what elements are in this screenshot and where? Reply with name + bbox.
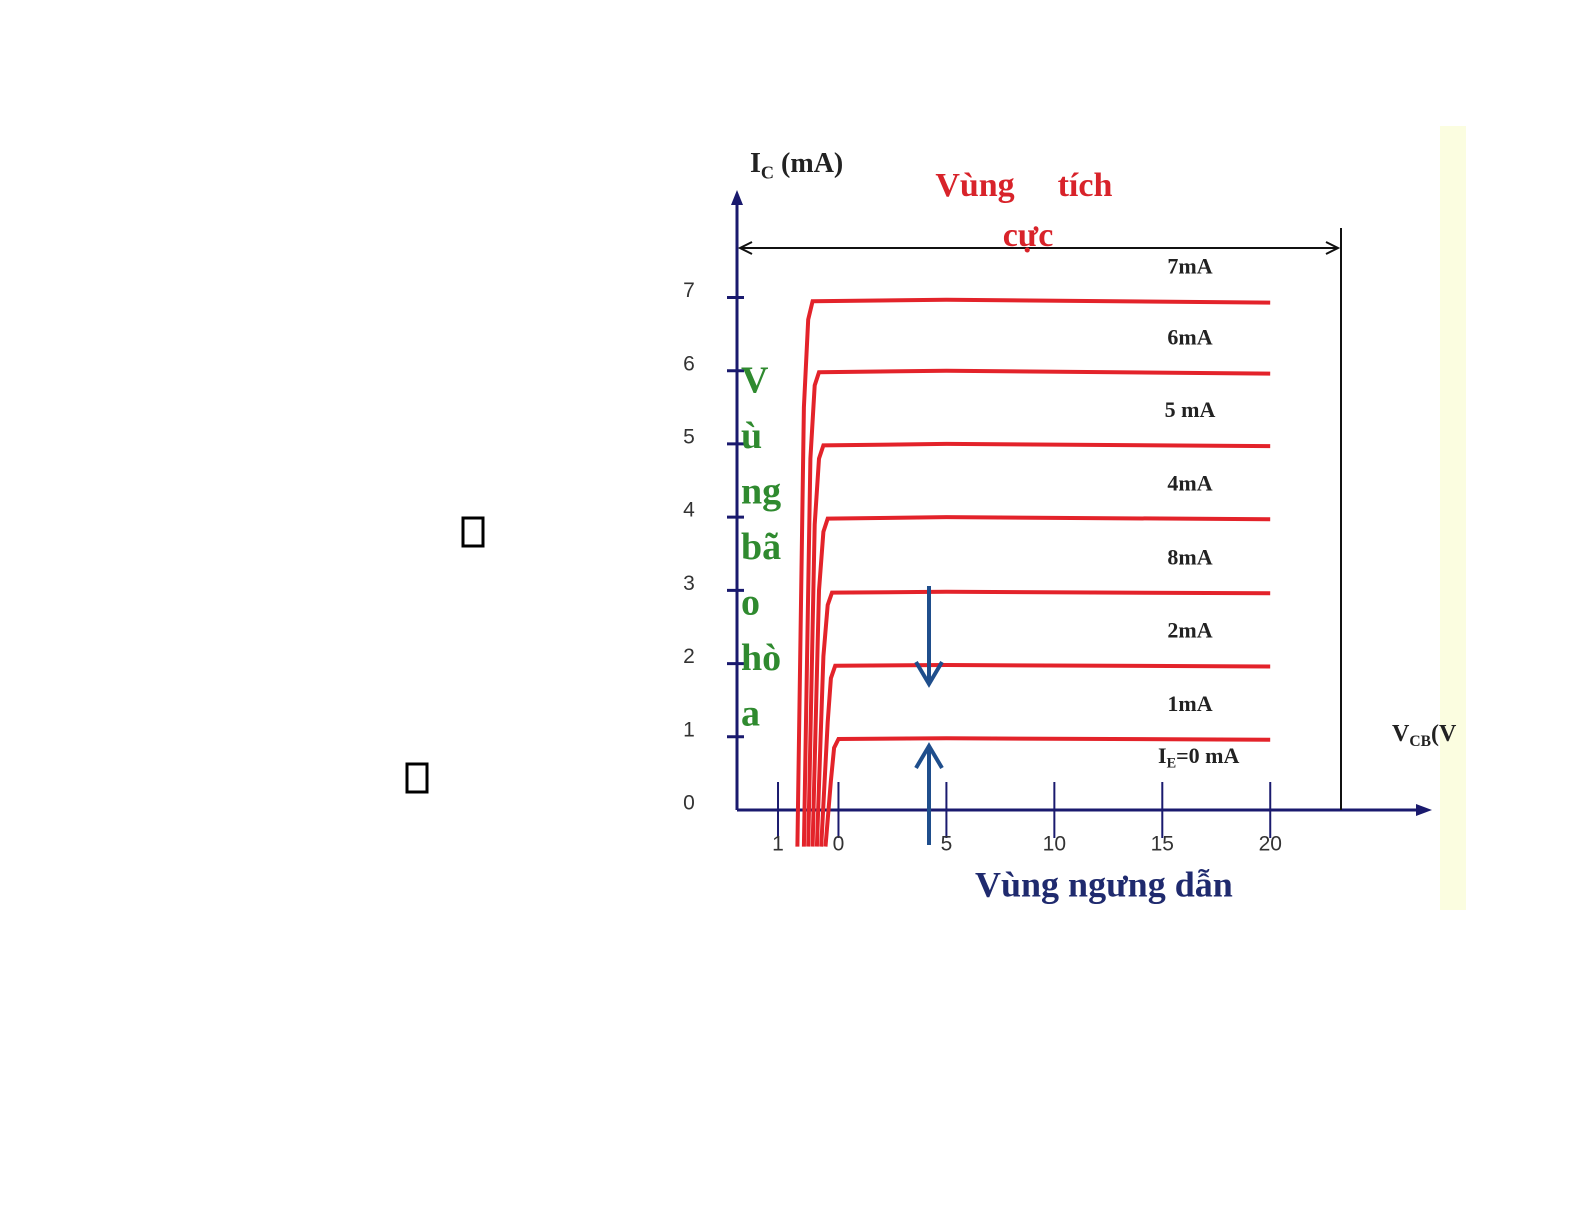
y-tick-label: 2 — [683, 645, 695, 668]
x-tick-label: 5 — [941, 833, 953, 856]
cutoff-label: Vùng ngưng dẫn — [975, 864, 1233, 904]
x-tick-label: 10 — [1043, 833, 1066, 856]
x-axis-label: VCB(V — [1392, 721, 1457, 750]
arrow-head — [1325, 241, 1341, 255]
curve — [810, 515, 1271, 847]
x-axis-arrow — [1416, 804, 1432, 816]
zero-curve-label: IE=0 mA — [1158, 743, 1239, 772]
x-tick-label: 1 — [772, 833, 784, 856]
arrows — [914, 586, 944, 845]
zero-curve-label-part: I — [1158, 743, 1167, 768]
x-tick-label: 15 — [1151, 833, 1174, 856]
y-tick-label: 7 — [683, 279, 695, 302]
curve-label: 2mA — [1167, 618, 1212, 643]
bullet-box — [405, 762, 429, 794]
saturation-letter: a — [741, 693, 760, 735]
zero-curve-label-part: =0 mA — [1176, 743, 1239, 768]
saturation-letter: V — [741, 360, 769, 402]
saturation-letter: ng — [741, 471, 781, 513]
y-tick-label: 6 — [683, 352, 695, 375]
curve — [801, 368, 1271, 847]
arrow-head — [737, 241, 753, 255]
region-label: Vùng — [935, 167, 1014, 204]
curve — [814, 589, 1271, 847]
region-label: tích — [1058, 167, 1113, 204]
y-tick-label: 0 — [683, 792, 695, 815]
curve-label: 5 mA — [1165, 397, 1216, 422]
x-tick-label: 20 — [1259, 833, 1282, 856]
saturation-letter: o — [741, 582, 760, 624]
y-axis-arrow — [731, 190, 743, 205]
y-axis-label-part: (mA) — [774, 148, 843, 179]
curve-label: 8mA — [1167, 544, 1212, 569]
zero-curve-label-part: E — [1167, 756, 1177, 772]
y-axis-label-part: I — [750, 148, 761, 179]
x-tick-label: 0 — [833, 833, 845, 856]
y-tick-label: 1 — [683, 718, 695, 741]
saturation-letter: hò — [741, 637, 781, 679]
x-axis-label-part: (V — [1431, 721, 1457, 747]
curve — [795, 297, 1271, 847]
bullet-box — [461, 516, 485, 548]
curve-label: 7mA — [1167, 254, 1212, 279]
x-axis-label-part: V — [1392, 721, 1410, 747]
y-tick-label: 3 — [683, 572, 695, 595]
x-axis-label-part: CB — [1409, 733, 1431, 750]
y-tick-label: 4 — [683, 499, 695, 522]
side-strip — [1440, 126, 1466, 910]
curve-label: 4mA — [1167, 470, 1212, 495]
curve — [823, 736, 1271, 847]
curve — [819, 662, 1271, 847]
saturation-letter: ù — [741, 415, 762, 457]
y-tick-label: 5 — [683, 425, 695, 448]
curve-label: 6mA — [1167, 325, 1212, 350]
curve-label: 1mA — [1167, 691, 1212, 716]
y-axis-label-part: C — [761, 163, 774, 183]
curve — [806, 441, 1271, 847]
y-axis-label: IC (mA) — [750, 148, 843, 182]
region-label: cực — [1003, 217, 1054, 254]
saturation-letter: bã — [741, 526, 781, 568]
